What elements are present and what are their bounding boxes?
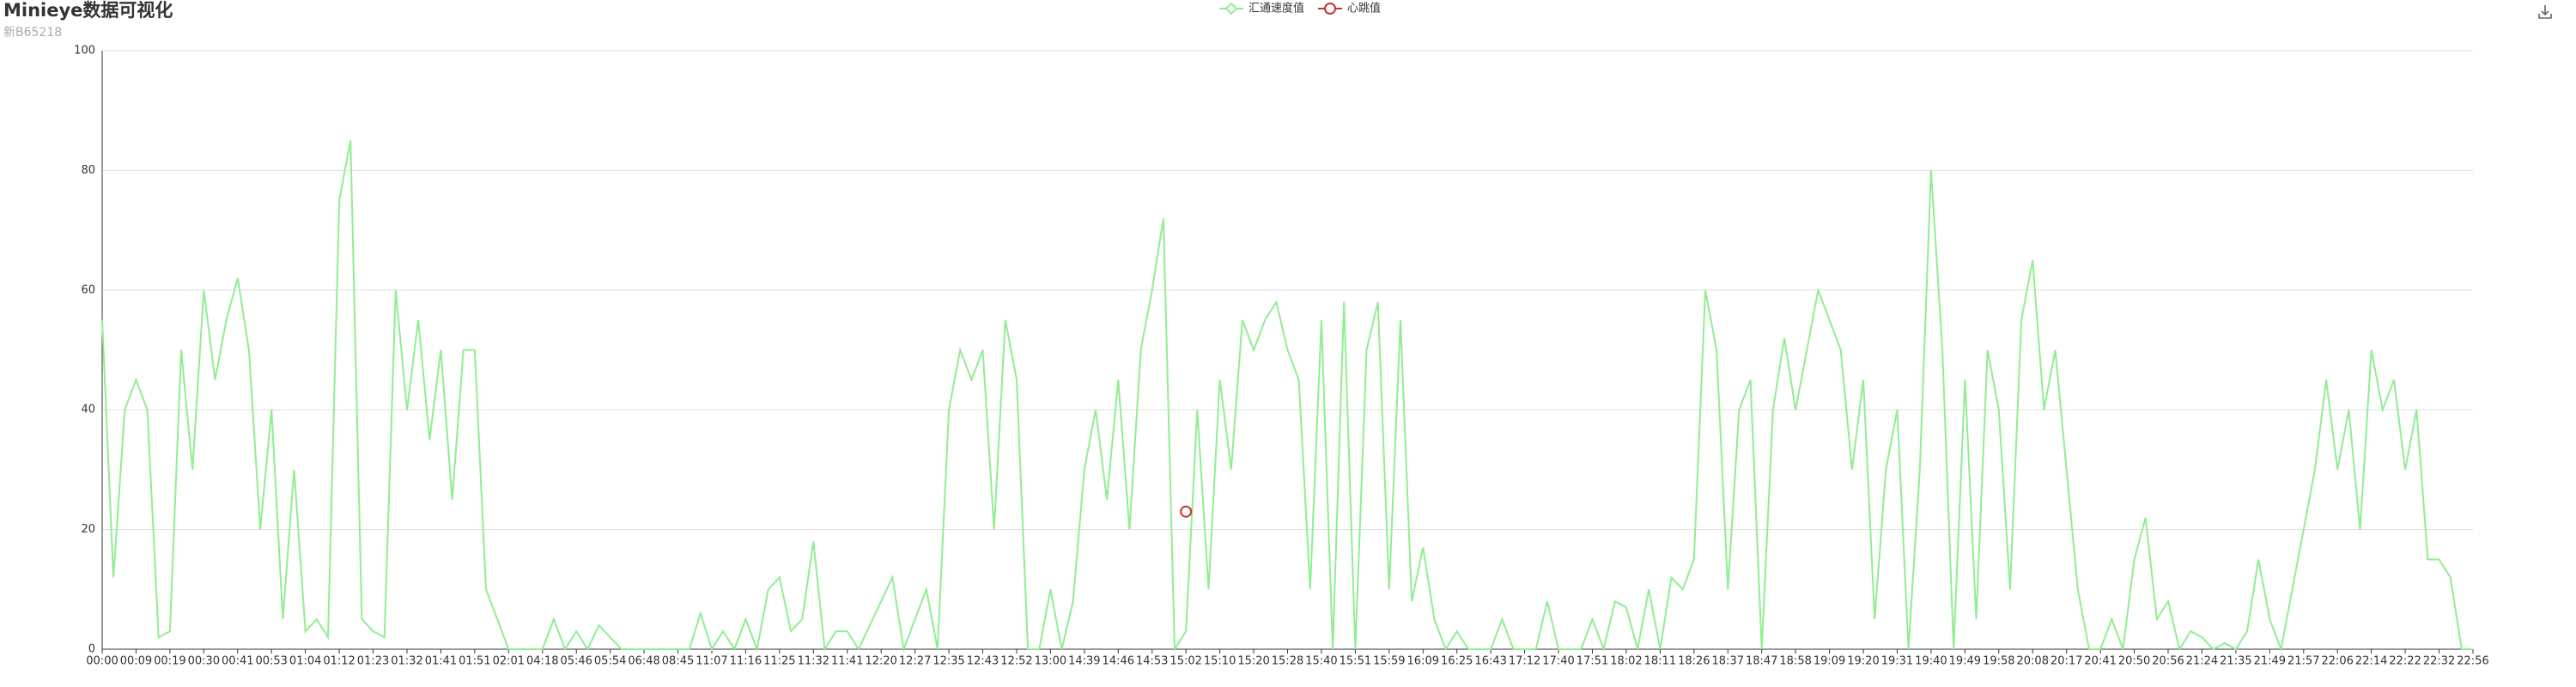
x-tick-label: 11:41 — [831, 655, 863, 668]
y-tick-label: 40 — [81, 404, 95, 416]
x-tick-label: 11:16 — [730, 655, 762, 668]
legend-symbol — [1224, 2, 1238, 15]
legend-item[interactable]: 汇通速度值 — [1219, 2, 1304, 15]
x-tick-label: 12:43 — [967, 655, 999, 668]
x-tick-label: 18:58 — [1779, 655, 1811, 668]
x-tick-label: 19:58 — [1983, 655, 2014, 668]
x-tick-label: 01:12 — [323, 655, 355, 668]
x-tick-label: 01:51 — [459, 655, 490, 668]
x-tick-label: 02:01 — [493, 655, 525, 668]
y-tick-label: 100 — [74, 45, 95, 58]
x-tick-label: 12:20 — [865, 655, 896, 668]
x-tick-label: 16:25 — [1441, 655, 1473, 668]
x-tick-label: 18:26 — [1678, 655, 1710, 668]
chart-subtitle: 新B65218 — [3, 26, 62, 40]
x-tick-label: 22:56 — [2457, 655, 2488, 668]
x-tick-label: 14:53 — [1136, 655, 1168, 668]
y-tick-label: 80 — [81, 164, 95, 177]
x-tick-label: 00:09 — [120, 655, 152, 668]
legend-symbol — [1324, 3, 1337, 15]
x-tick-label: 00:30 — [188, 655, 220, 668]
x-tick-label: 15:20 — [1237, 655, 1269, 668]
x-tick-label: 22:22 — [2389, 655, 2421, 668]
x-tick-label: 19:40 — [1915, 655, 1947, 668]
x-tick-label: 21:49 — [2254, 655, 2286, 668]
x-tick-label: 12:35 — [933, 655, 964, 668]
x-tick-label: 21:57 — [2287, 655, 2319, 668]
x-tick-label: 11:07 — [696, 655, 727, 668]
x-tick-label: 15:02 — [1170, 655, 1201, 668]
legend-label: 心跳值 — [1347, 2, 1381, 15]
x-tick-label: 20:17 — [2050, 655, 2082, 668]
download-button[interactable] — [2538, 5, 2552, 19]
y-tick-label: 0 — [88, 643, 95, 656]
x-tick-label: 15:59 — [1373, 655, 1405, 668]
x-tick-label: 00:19 — [154, 655, 185, 668]
x-tick-label: 20:56 — [2152, 655, 2184, 668]
y-tick-label: 60 — [81, 283, 95, 296]
series-line — [101, 140, 2473, 653]
x-tick-label: 06:48 — [628, 655, 659, 668]
legend-item[interactable]: 心跳值 — [1318, 2, 1381, 15]
x-tick-label: 17:12 — [1509, 655, 1540, 668]
chart-title: Minieye数据可视化 — [3, 0, 173, 21]
x-tick-label: 04:18 — [526, 655, 558, 668]
x-tick-label: 12:52 — [1000, 655, 1032, 668]
x-tick-label: 20:08 — [2017, 655, 2049, 668]
download-icon — [2541, 5, 2549, 16]
x-tick-label: 12:27 — [899, 655, 931, 668]
x-tick-label: 21:35 — [2220, 655, 2251, 668]
x-tick-label: 22:32 — [2423, 655, 2455, 668]
x-tick-label: 15:51 — [1340, 655, 1371, 668]
x-tick-label: 14:39 — [1068, 655, 1100, 668]
x-tick-label: 18:37 — [1712, 655, 1744, 668]
x-tick-label: 05:46 — [560, 655, 592, 668]
download-icon — [2538, 14, 2552, 19]
x-tick-label: 14:46 — [1103, 655, 1134, 668]
x-tick-label: 00:53 — [255, 655, 287, 668]
legend-label: 汇通速度值 — [1249, 2, 1304, 15]
x-tick-label: 15:40 — [1305, 655, 1337, 668]
x-tick-label: 18:11 — [1644, 655, 1676, 668]
x-tick-label: 11:32 — [798, 655, 829, 668]
x-tick-label: 15:10 — [1204, 655, 1236, 668]
x-tick-label: 05:54 — [594, 655, 626, 668]
x-tick-label: 17:51 — [1577, 655, 1608, 668]
x-tick-label: 01:41 — [425, 655, 457, 668]
x-tick-label: 13:00 — [1035, 655, 1066, 668]
x-tick-label: 17:40 — [1542, 655, 1574, 668]
x-tick-label: 16:43 — [1474, 655, 1506, 668]
x-tick-label: 22:14 — [2355, 655, 2387, 668]
x-tick-label: 18:47 — [1746, 655, 1777, 668]
x-tick-label: 08:45 — [662, 655, 694, 668]
x-tick-label: 21:24 — [2186, 655, 2218, 668]
x-tick-label: 11:25 — [763, 655, 795, 668]
x-tick-label: 00:00 — [86, 655, 118, 668]
x-tick-label: 20:41 — [2084, 655, 2116, 668]
x-tick-label: 22:06 — [2321, 655, 2353, 668]
x-tick-label: 01:32 — [391, 655, 422, 668]
x-tick-label: 01:04 — [289, 655, 321, 668]
x-tick-label: 19:49 — [1949, 655, 1981, 668]
x-tick-label: 00:41 — [222, 655, 253, 668]
x-tick-label: 20:50 — [2118, 655, 2150, 668]
x-tick-label: 18:02 — [1610, 655, 1642, 668]
x-tick-label: 16:09 — [1407, 655, 1439, 668]
x-tick-label: 15:28 — [1272, 655, 1303, 668]
x-tick-label: 19:09 — [1814, 655, 1845, 668]
x-tick-label: 01:23 — [357, 655, 389, 668]
x-tick-label: 19:20 — [1847, 655, 1879, 668]
y-tick-label: 20 — [81, 523, 95, 536]
x-tick-label: 19:31 — [1881, 655, 1913, 668]
data-point — [1180, 505, 1193, 518]
